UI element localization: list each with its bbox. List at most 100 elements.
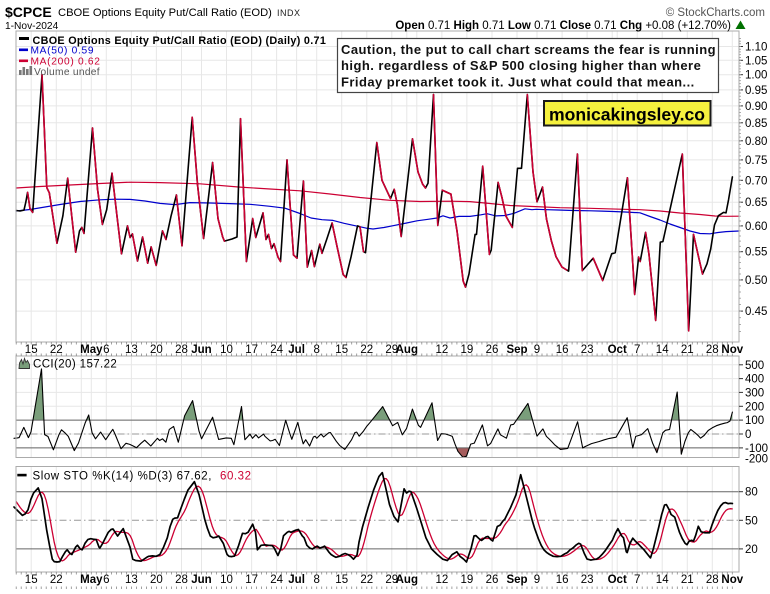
svg-text:CBOE Options Equity Put/Call R: CBOE Options Equity Put/Call Ratio (EOD)… bbox=[33, 35, 327, 47]
svg-text:23: 23 bbox=[581, 344, 594, 356]
svg-text:22: 22 bbox=[50, 344, 63, 356]
svg-text:100: 100 bbox=[745, 415, 764, 427]
svg-text:1.00: 1.00 bbox=[745, 70, 767, 82]
svg-text:Aug: Aug bbox=[396, 574, 418, 586]
svg-text:400: 400 bbox=[745, 374, 764, 386]
svg-text:20: 20 bbox=[745, 544, 758, 556]
svg-text:$CPCE: $CPCE bbox=[5, 4, 52, 20]
svg-text:22: 22 bbox=[50, 574, 63, 586]
svg-text:Slow STO %K(14) %D(3) 67.62,: Slow STO %K(14) %D(3) 67.62, bbox=[33, 471, 212, 483]
svg-text:Caution, the put to call chart: Caution, the put to call chart screams t… bbox=[341, 42, 716, 57]
svg-text:May: May bbox=[80, 344, 103, 356]
svg-text:12: 12 bbox=[436, 574, 449, 586]
svg-text:CBOE Options Equity Put/Call R: CBOE Options Equity Put/Call Ratio (EOD) bbox=[58, 7, 272, 19]
svg-text:16: 16 bbox=[556, 574, 569, 586]
svg-text:12: 12 bbox=[436, 344, 449, 356]
svg-text:monicakingsley.co: monicakingsley.co bbox=[549, 105, 705, 125]
svg-text:Oct: Oct bbox=[608, 344, 627, 356]
svg-text:0.45: 0.45 bbox=[745, 306, 767, 318]
svg-text:22: 22 bbox=[360, 574, 373, 586]
svg-text:1-Nov-2024: 1-Nov-2024 bbox=[5, 21, 59, 32]
svg-text:0.65: 0.65 bbox=[745, 197, 767, 209]
svg-text:28: 28 bbox=[175, 344, 188, 356]
svg-text:0.95: 0.95 bbox=[745, 85, 767, 97]
svg-text:high. regardless of S&P 500 cl: high. regardless of S&P 500 closing high… bbox=[341, 58, 701, 73]
svg-text:20: 20 bbox=[150, 574, 163, 586]
svg-text:© StockCharts.com: © StockCharts.com bbox=[666, 7, 765, 19]
svg-text:60.32: 60.32 bbox=[220, 471, 252, 483]
svg-text:15: 15 bbox=[335, 344, 348, 356]
svg-text:14: 14 bbox=[656, 574, 669, 586]
svg-text:9: 9 bbox=[534, 344, 540, 356]
svg-text:Aug: Aug bbox=[396, 344, 418, 356]
svg-text:200: 200 bbox=[745, 401, 764, 413]
svg-text:24: 24 bbox=[270, 574, 283, 586]
svg-text:19: 19 bbox=[461, 574, 474, 586]
svg-text:Sep: Sep bbox=[506, 344, 527, 356]
svg-text:-200: -200 bbox=[745, 453, 768, 465]
svg-text:24: 24 bbox=[270, 344, 283, 356]
svg-text:Oct: Oct bbox=[608, 574, 627, 586]
svg-text:29: 29 bbox=[385, 574, 398, 586]
svg-text:13: 13 bbox=[125, 344, 138, 356]
svg-text:May: May bbox=[80, 574, 103, 586]
svg-text:8: 8 bbox=[313, 574, 319, 586]
svg-text:Sep: Sep bbox=[506, 574, 527, 586]
svg-text:6: 6 bbox=[103, 344, 109, 356]
svg-text:23: 23 bbox=[581, 574, 594, 586]
svg-text:0.85: 0.85 bbox=[745, 118, 767, 130]
svg-text:300: 300 bbox=[745, 387, 764, 399]
svg-text:INDX: INDX bbox=[277, 8, 301, 18]
svg-text:Jul: Jul bbox=[288, 344, 305, 356]
svg-text:0.80: 0.80 bbox=[745, 136, 767, 148]
svg-text:500: 500 bbox=[745, 360, 764, 372]
svg-text:MA(200) 0.62: MA(200) 0.62 bbox=[31, 57, 101, 68]
svg-text:0.55: 0.55 bbox=[745, 247, 767, 259]
svg-text:26: 26 bbox=[486, 344, 499, 356]
svg-text:Friday premarket took it. Just: Friday premarket took it. Just what coul… bbox=[341, 74, 695, 89]
svg-text:CCI(20) 157.22: CCI(20) 157.22 bbox=[33, 358, 117, 370]
svg-text:0.70: 0.70 bbox=[745, 175, 767, 187]
svg-text:Volume undef: Volume undef bbox=[34, 67, 100, 78]
svg-text:7: 7 bbox=[634, 344, 640, 356]
svg-text:1.10: 1.10 bbox=[745, 42, 767, 54]
svg-text:28: 28 bbox=[706, 574, 719, 586]
svg-text:16: 16 bbox=[556, 344, 569, 356]
svg-text:0: 0 bbox=[745, 429, 751, 441]
svg-text:10: 10 bbox=[220, 344, 233, 356]
svg-text:28: 28 bbox=[175, 574, 188, 586]
svg-text:Jun: Jun bbox=[191, 574, 211, 586]
svg-text:10: 10 bbox=[220, 574, 233, 586]
svg-text:15: 15 bbox=[25, 344, 38, 356]
svg-text:0.60: 0.60 bbox=[745, 221, 767, 233]
svg-text:17: 17 bbox=[245, 344, 258, 356]
svg-text:15: 15 bbox=[335, 574, 348, 586]
svg-text:7: 7 bbox=[634, 574, 640, 586]
svg-text:Jun: Jun bbox=[191, 344, 211, 356]
svg-text:Jul: Jul bbox=[288, 574, 305, 586]
svg-text:28: 28 bbox=[706, 344, 719, 356]
svg-text:26: 26 bbox=[486, 574, 499, 586]
svg-text:50: 50 bbox=[745, 515, 758, 527]
svg-text:80: 80 bbox=[745, 487, 758, 499]
svg-text:17: 17 bbox=[245, 574, 258, 586]
svg-text:1.05: 1.05 bbox=[745, 55, 767, 67]
svg-text:29: 29 bbox=[385, 344, 398, 356]
svg-text:MA(50) 0.59: MA(50) 0.59 bbox=[31, 46, 95, 57]
svg-text:6: 6 bbox=[103, 574, 109, 586]
svg-text:22: 22 bbox=[360, 344, 373, 356]
svg-text:0.90: 0.90 bbox=[745, 101, 767, 113]
svg-text:-100: -100 bbox=[745, 443, 768, 455]
svg-text:9: 9 bbox=[534, 574, 540, 586]
svg-text:21: 21 bbox=[681, 344, 694, 356]
svg-text:0.50: 0.50 bbox=[745, 275, 767, 287]
svg-text:13: 13 bbox=[125, 574, 138, 586]
svg-text:21: 21 bbox=[681, 574, 694, 586]
svg-text:19: 19 bbox=[461, 344, 474, 356]
svg-text:Open 0.71 High 0.71 Low 0.71 C: Open 0.71 High 0.71 Low 0.71 Close 0.71 … bbox=[395, 20, 731, 32]
svg-text:8: 8 bbox=[313, 344, 319, 356]
svg-text:15: 15 bbox=[25, 574, 38, 586]
svg-text:20: 20 bbox=[150, 344, 163, 356]
svg-text:Nov: Nov bbox=[721, 344, 743, 356]
svg-text:Nov: Nov bbox=[721, 574, 743, 586]
